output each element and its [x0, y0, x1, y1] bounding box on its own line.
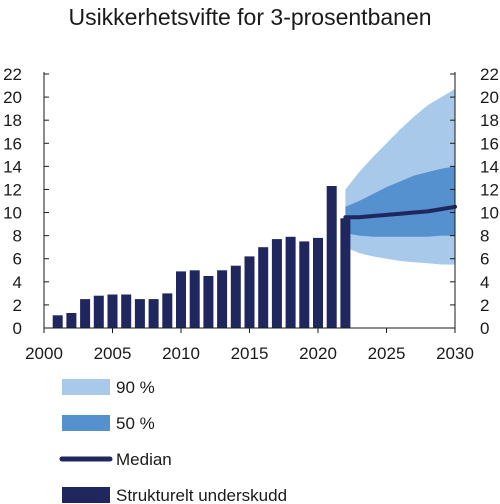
bar-2022	[340, 218, 351, 328]
y-tick-label-right-10: 10	[480, 204, 499, 223]
bar-2009	[162, 293, 173, 328]
y-tick-label-left-18: 18	[3, 111, 22, 130]
legend-swatch-strukturelt-underskudd	[62, 487, 110, 503]
y-tick-label-right-12: 12	[480, 180, 499, 199]
y-tick-label-left-10: 10	[3, 204, 22, 223]
bar-2002	[66, 313, 77, 328]
legend-label-strukturelt-underskudd: Strukturelt underskudd	[116, 486, 287, 504]
y-tick-label-left-12: 12	[3, 180, 22, 199]
bar-2004	[93, 295, 104, 328]
y-tick-label-right-20: 20	[480, 88, 499, 107]
y-tick-label-left-0: 0	[13, 319, 22, 338]
y-tick-label-right-16: 16	[480, 134, 499, 153]
y-tick-label-left-20: 20	[3, 88, 22, 107]
bar-2011	[189, 270, 200, 328]
y-tick-label-right-6: 6	[480, 250, 489, 269]
y-tick-label-left-2: 2	[13, 296, 22, 315]
bar-2016	[258, 247, 269, 328]
legend-label-90: 90 %	[116, 378, 155, 397]
bar-2008	[148, 299, 159, 328]
y-tick-label-right-4: 4	[480, 273, 489, 292]
y-tick-label-right-2: 2	[480, 296, 489, 315]
y-tick-label-left-8: 8	[13, 227, 22, 246]
fan-band-50	[345, 166, 455, 237]
bar-2006	[121, 294, 132, 328]
bar-2018	[285, 236, 296, 328]
y-tick-label-left-14: 14	[3, 157, 22, 176]
bar-2001	[52, 315, 63, 328]
bar-2010	[176, 271, 186, 328]
y-tick-label-right-14: 14	[480, 157, 499, 176]
x-tick-label-2005: 2005	[94, 344, 132, 363]
y-tick-label-left-16: 16	[3, 134, 22, 153]
bar-2021	[326, 186, 337, 328]
x-tick-label-2015: 2015	[231, 344, 269, 363]
y-tick-label-right-8: 8	[480, 227, 489, 246]
bar-2013	[217, 270, 228, 328]
bar-2017	[271, 239, 282, 328]
y-tick-label-left-6: 6	[13, 250, 22, 269]
median-line	[343, 204, 457, 220]
x-tick-label-2030: 2030	[436, 344, 474, 363]
bar-2003	[80, 299, 91, 328]
bar-2005	[107, 294, 118, 328]
legend-swatch-90	[62, 379, 110, 395]
bar-2012	[203, 276, 214, 328]
x-tick-label-2010: 2010	[162, 344, 200, 363]
x-tick-label-2020: 2020	[299, 344, 337, 363]
y-tick-label-left-22: 22	[3, 65, 22, 84]
y-tick-label-left-4: 4	[13, 273, 22, 292]
y-tick-label-right-22: 22	[480, 65, 499, 84]
x-tick-label-2025: 2025	[368, 344, 406, 363]
bar-2014	[230, 265, 241, 328]
legend-label-50: 50 %	[116, 414, 155, 433]
y-tick-label-right-18: 18	[480, 111, 499, 130]
bar-2015	[244, 256, 255, 328]
legend-label-median: Median	[116, 450, 172, 469]
legend-swatch-50	[62, 415, 110, 431]
chart-title: Usikkerhetsvifte for 3-prosentbanen	[68, 4, 432, 30]
bar-2019	[299, 241, 310, 328]
x-tick-label-2000: 2000	[25, 344, 63, 363]
y-tick-label-right-0: 0	[480, 319, 489, 338]
bar-2020	[313, 237, 323, 328]
bar-2007	[134, 299, 145, 328]
